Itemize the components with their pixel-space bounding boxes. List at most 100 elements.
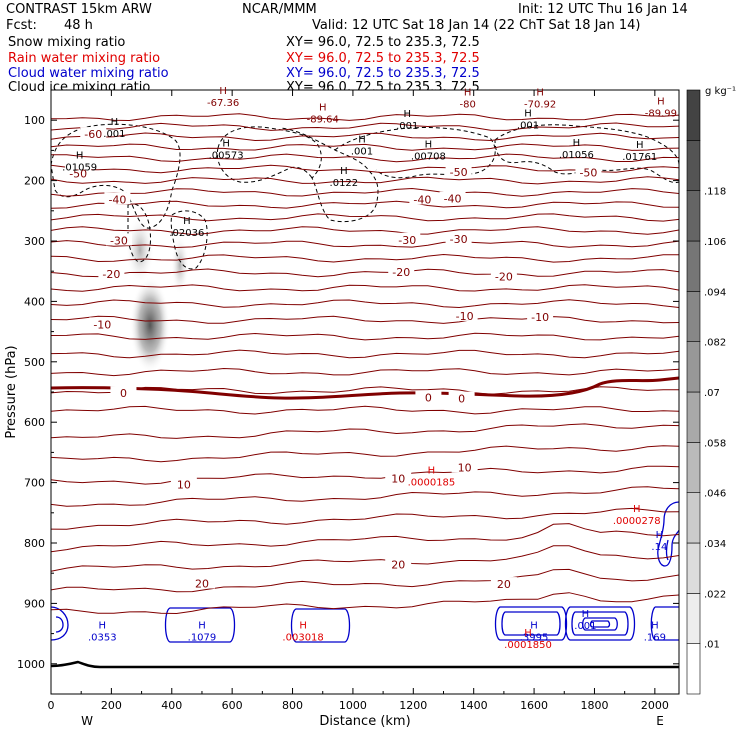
contour-label-bg	[80, 127, 107, 140]
isotherm-line	[51, 405, 679, 415]
contour-label-bg	[89, 317, 116, 330]
model-title: CONTRAST 15km ARW	[6, 2, 152, 17]
contour-label-bg	[448, 391, 475, 404]
y-tick-label: 1000	[17, 658, 45, 671]
fcst-value: 48 h	[64, 18, 93, 33]
extremum-marker: H	[340, 166, 348, 177]
colorbar-swatch	[686, 542, 701, 594]
isotherm-line	[51, 240, 679, 249]
contour-label-bg	[490, 577, 517, 590]
colorbar-tick-label: .046	[704, 489, 726, 500]
extremum-marker: H	[573, 138, 581, 149]
snow-shading-upper	[126, 215, 154, 285]
extremum-value-label: .00708	[411, 151, 446, 162]
colorbar-tick-label: .106	[704, 237, 726, 248]
colorbar-swatch	[686, 341, 701, 393]
x-tick-label: 600	[222, 699, 243, 712]
colorbar-tick-label: .118	[704, 187, 726, 198]
snow-shading-side	[171, 235, 189, 295]
isotherm-line	[51, 423, 679, 439]
extremum-value-label: .001	[396, 121, 418, 132]
contour-label-bg	[394, 232, 421, 245]
isotherm-label: 0	[425, 391, 432, 404]
extremum-marker: H	[464, 87, 472, 98]
colorbar-tick-label: .01	[704, 640, 720, 651]
contour-label-bg	[409, 192, 436, 205]
extremum-marker: H	[111, 117, 119, 128]
field-label-rain: Rain water mixing ratio	[8, 51, 161, 66]
colorbar-swatch	[686, 391, 701, 443]
contour-label-bg	[98, 267, 125, 280]
isotherm-label: -50	[579, 167, 597, 180]
x-tick-label: 1400	[460, 699, 488, 712]
extremum-marker: H	[183, 216, 191, 227]
extremum-value-label: .001	[351, 146, 373, 157]
contour-label-bg	[490, 269, 517, 282]
isotherm-label: -50	[450, 166, 468, 179]
x-tick-label: 1200	[399, 699, 427, 712]
colorbar-tick-label: .058	[704, 438, 726, 449]
y-tick-label: 200	[24, 175, 45, 188]
colorbar-tick-label: .094	[704, 287, 726, 298]
org-label: NCAR/MMM	[242, 2, 317, 17]
isotherm-line	[51, 122, 679, 131]
extremum-marker: H	[219, 86, 227, 97]
contour-label-bg	[451, 308, 478, 321]
isotherm-line	[51, 213, 679, 222]
x-tick-label: 800	[282, 699, 303, 712]
colorbar-swatch	[686, 140, 701, 191]
x-axis-title: Distance (km)	[319, 714, 410, 729]
contour-label-bg	[170, 477, 197, 490]
contour-label-bg	[65, 166, 92, 179]
extremum-marker: H	[633, 504, 641, 515]
contour-label-bg	[188, 576, 215, 589]
y-tick-label: 800	[24, 537, 45, 550]
isotherm-label: 20	[497, 578, 511, 591]
isotherm-line	[51, 200, 679, 209]
contour-label-bg	[439, 191, 466, 204]
isotherm-line	[51, 507, 679, 530]
isotherm-line	[51, 332, 679, 341]
cloud-ice-contour	[51, 123, 181, 229]
field-xy-rain: XY= 96.0, 72.5 to 235.3, 72.5	[286, 51, 480, 66]
isotherm-line	[51, 132, 679, 142]
extremum-value-label: .0000278	[613, 516, 661, 527]
x-tick-label: 1600	[520, 699, 548, 712]
chart-axes: 0 200 400 600 800 1000 1200 1400 1600 1800 2000100…	[17, 89, 679, 712]
y-tick-label: 700	[24, 477, 45, 490]
isotherm-line	[51, 568, 679, 593]
isotherm-line	[51, 113, 679, 122]
colorbar-tick-label: .022	[704, 589, 726, 600]
extremum-value-label: .0000185	[408, 477, 456, 488]
extremum-marker: H	[651, 621, 659, 632]
colorbar-swatch	[686, 643, 701, 695]
extremum-marker: H	[319, 102, 327, 113]
extremum-value-label: .003018	[282, 633, 323, 644]
extremum-marker: H	[657, 96, 665, 107]
isotherm-label: 0	[120, 387, 127, 400]
isotherm-line	[51, 523, 679, 553]
extremum-marker: H	[404, 109, 412, 120]
extremum-value-label: .001	[574, 621, 596, 632]
isotherm-line	[51, 153, 679, 163]
isotherm-line	[51, 143, 679, 151]
extremum-value-label: -70.92	[524, 99, 556, 110]
extremum-value-label: .00573	[209, 151, 244, 162]
isotherm-line	[51, 299, 679, 309]
cloud-ice-contour	[170, 210, 208, 270]
contour-labels: -60 -50 -50 -50 -40 -40 -40 -30 -30 -30 -20 -20 -20 -…	[62, 86, 677, 651]
cloud-ice-contour	[127, 203, 151, 263]
isotherm-line	[51, 486, 679, 507]
isotherm-line	[51, 187, 679, 197]
extremum-value-label: .14	[651, 542, 667, 553]
colorbar-tick-label: .082	[704, 338, 726, 349]
y-axis-title: Pressure (hPa)	[4, 345, 19, 438]
field-xy-snow: XY= 96.0, 72.5 to 235.3, 72.5	[286, 35, 480, 50]
isotherm-label: 10	[177, 478, 191, 491]
temperature-isotherms	[51, 113, 679, 615]
isotherm-line	[51, 253, 679, 263]
isotherm-line	[51, 386, 679, 395]
y-tick-label: 400	[24, 295, 45, 308]
plot-layers	[51, 113, 679, 669]
x-tick-label: 0	[48, 699, 55, 712]
